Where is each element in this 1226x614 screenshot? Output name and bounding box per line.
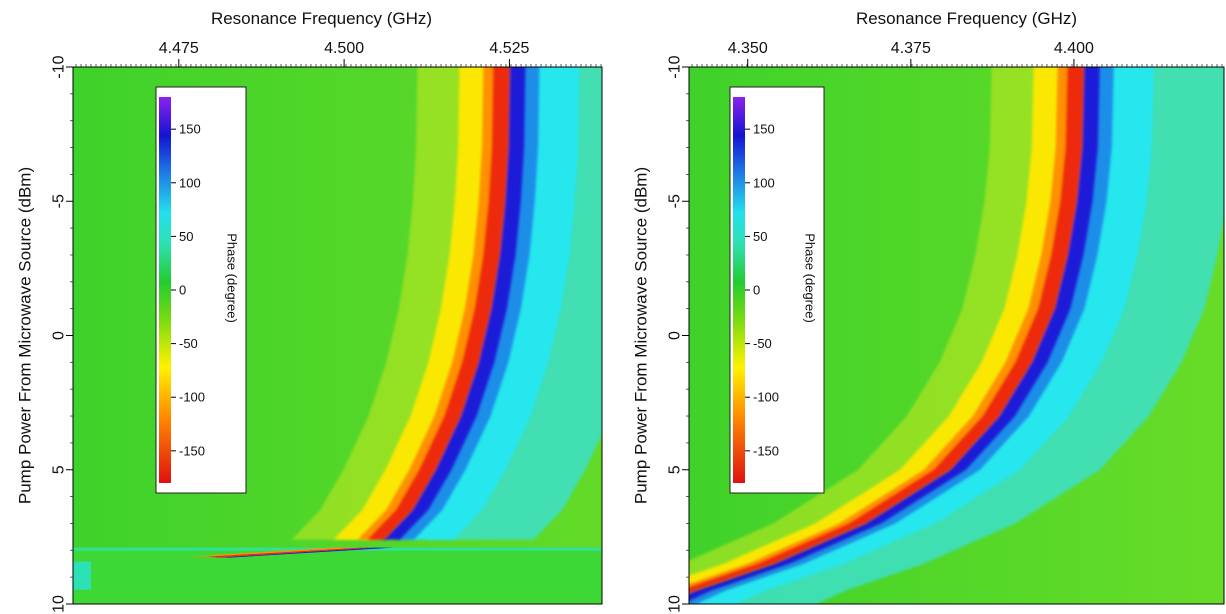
colorbar-tick-label: -150 — [753, 443, 779, 458]
colorbar-tick-label: -100 — [753, 390, 779, 405]
y-tick-label: 10 — [667, 595, 684, 613]
colorbar-tick-label: 0 — [179, 283, 186, 298]
colorbar: 150 100 50 0 -50 -100 -150 Phase (degree) — [155, 86, 247, 494]
y-tick-label: -5 — [667, 194, 684, 208]
band-cyan-outer — [710, 67, 1224, 604]
band-cyan — [407, 67, 580, 540]
jump-blue — [218, 547, 394, 558]
x-tick-label: 4.475 — [159, 40, 199, 57]
chart-panel-2: 4.350 4.375 4.400 Resonance Frequency (GHz)… — [632, 9, 1225, 613]
chart-panel-1: 4.475 4.500 4.525 Resonance Frequency (GHz)… — [16, 9, 603, 613]
x-tick-label: 4.525 — [489, 40, 529, 57]
colorbar-tick-label: 50 — [753, 229, 767, 244]
x-tick-label: 4.400 — [1054, 40, 1094, 57]
colorbar-tick-label: -50 — [179, 336, 198, 351]
colorbar-tick-label: 150 — [179, 122, 201, 137]
colorbar-label: Phase (degree) — [225, 233, 240, 323]
x-tick-label: 4.375 — [891, 40, 931, 57]
y-tick-label: 5 — [51, 465, 68, 474]
colorbar-tick-label: 50 — [179, 229, 193, 244]
band-orange — [357, 67, 502, 540]
jump-red — [206, 547, 374, 558]
band-yellow-green — [689, 67, 1058, 584]
colorbar-label: Phase (degree) — [803, 233, 818, 323]
colorbar: 150 100 50 0 -50 -100 -150 Phase (degree) — [729, 86, 825, 494]
x-tick-label: 4.500 — [324, 40, 364, 57]
colorbar-tick-label: 100 — [179, 175, 201, 190]
heatmap-field — [689, 67, 1224, 604]
y-tick-label: 0 — [667, 331, 684, 340]
colorbar-tick-label: -100 — [179, 390, 205, 405]
y-axis-label: Pump Power From Microwave Source (dBm) — [16, 167, 35, 504]
jump-orange — [188, 547, 360, 557]
band-yellow — [333, 67, 498, 540]
y-tick-label: 0 — [51, 331, 68, 340]
colorbar-gradient — [159, 97, 171, 483]
y-tick-label: -10 — [667, 55, 684, 78]
y-tick-label: 10 — [51, 595, 68, 613]
band-yellow-green — [291, 67, 484, 540]
colorbar-tick-label: 0 — [753, 283, 760, 298]
band-red — [367, 67, 510, 540]
x-axis-label: Resonance Frequency (GHz) — [856, 9, 1077, 28]
colorbar-tick-label: 100 — [753, 175, 775, 190]
colorbar-tick-label: -50 — [753, 336, 772, 351]
y-tick-label: -10 — [51, 55, 68, 78]
heatmap-field — [73, 67, 602, 604]
lower-left-cyan — [73, 561, 91, 590]
x-tick-label: 4.350 — [728, 40, 768, 57]
colorbar-tick-label: -150 — [179, 443, 205, 458]
x-axis-label: Resonance Frequency (GHz) — [211, 9, 432, 28]
y-tick-label: -5 — [51, 194, 68, 208]
lower-branch-region — [73, 547, 602, 604]
colorbar-tick-label: 150 — [753, 122, 775, 137]
y-tick-label: 5 — [667, 465, 684, 474]
colorbar-gradient — [733, 97, 745, 483]
band-blue — [383, 67, 526, 540]
y-axis-label: Pump Power From Microwave Source (dBm) — [632, 167, 651, 504]
band-light-blue — [395, 67, 540, 540]
band-yellow — [689, 67, 1072, 589]
